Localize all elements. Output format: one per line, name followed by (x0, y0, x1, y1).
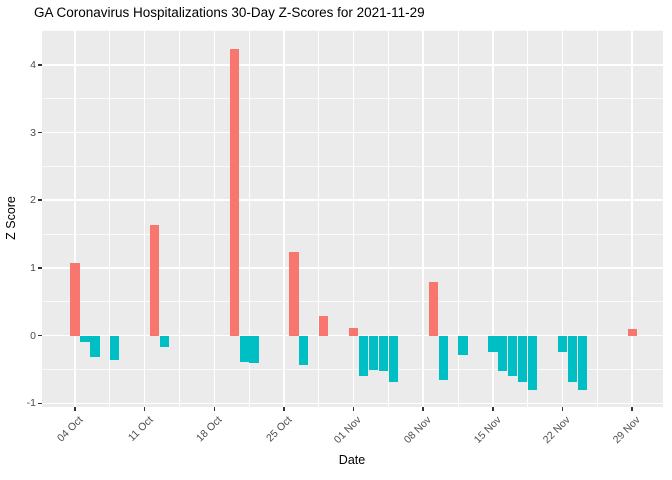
y-axis-title-text: Z Score (4, 196, 18, 240)
bar-2021-10-26 (289, 252, 299, 336)
bar-2021-10-27 (299, 335, 309, 366)
x-tick-label-text: 18 Oct (194, 413, 225, 444)
x-tick-label-text: 29 Nov (610, 413, 643, 446)
gridline-x-major (422, 30, 425, 407)
gridline-x-major (143, 30, 146, 407)
x-tick-label-text: 11 Oct (125, 413, 156, 444)
gridline-x-major (561, 30, 564, 407)
gridline-x-major (492, 30, 494, 407)
x-tick-mark (352, 406, 355, 411)
plot-panel (42, 30, 663, 407)
bar-2021-11-29 (627, 328, 637, 336)
bar-2021-10-20 (229, 49, 239, 336)
gridline-x-major (213, 30, 216, 407)
x-tick-mark (422, 406, 424, 411)
gridline-x-major (283, 30, 285, 407)
bar-2021-11-10 (438, 335, 448, 380)
gridline-y-minor (42, 98, 663, 100)
x-tick-label-text: 01 Nov (332, 413, 365, 446)
bar-2021-11-02 (358, 335, 369, 376)
bar-2021-11-04 (378, 335, 389, 371)
bar-2021-10-22 (249, 335, 259, 364)
x-tick-mark (631, 406, 633, 411)
gridline-x-major (631, 30, 633, 407)
bar-2021-10-04 (70, 263, 80, 336)
bar-2021-11-12 (458, 335, 468, 355)
x-tick-label-text: 22 Nov (540, 413, 574, 446)
y-tick-label: -1 (26, 397, 36, 410)
bar-2021-10-29 (319, 315, 329, 336)
y-tick-mark (37, 131, 42, 134)
gridline-y-minor (42, 30, 663, 32)
x-tick-label-text: 04 Oct (55, 413, 86, 444)
bar-2021-11-05 (388, 335, 398, 383)
x-tick-mark (213, 406, 216, 411)
x-tick-label-text: 15 Nov (471, 413, 504, 446)
y-tick-label: 2 (30, 194, 36, 207)
bar-2021-11-18 (518, 335, 528, 383)
bar-2021-11-19 (528, 335, 538, 390)
bar-2021-10-06 (90, 335, 100, 358)
y-tick-label: 4 (30, 58, 36, 71)
bar-2021-11-01 (348, 328, 359, 336)
x-tick-mark (143, 406, 146, 411)
gridline-y-major (42, 267, 663, 269)
bar-2021-10-13 (159, 335, 170, 348)
bar-2021-11-22 (557, 335, 568, 352)
bar-2021-10-08 (110, 335, 120, 360)
gridline-y-major (42, 334, 663, 337)
gridline-x-minor (596, 30, 598, 407)
gridline-x-minor (387, 30, 389, 407)
gridline-x-minor (109, 30, 111, 407)
x-tick-mark (492, 406, 494, 411)
x-axis-title: Date (338, 453, 366, 467)
y-tick-mark (37, 267, 42, 269)
gridline-y-major (42, 63, 663, 66)
gridline-y-minor (42, 233, 663, 235)
bar-2021-10-05 (80, 335, 90, 343)
gridline-y-major (42, 131, 663, 134)
bar-2021-11-23 (567, 335, 578, 382)
gridline-x-minor (248, 30, 250, 407)
bar-2021-11-16 (498, 335, 508, 371)
bar-2021-11-17 (508, 335, 518, 377)
gridline-y-minor (42, 301, 663, 303)
gridline-x-minor (178, 30, 180, 407)
bar-2021-11-15 (488, 335, 498, 352)
bar-2021-10-12 (149, 225, 160, 336)
bar-2021-11-03 (368, 335, 379, 371)
x-tick-label-text: 08 Nov (401, 413, 434, 446)
x-tick-label-text: 25 Oct (264, 413, 295, 444)
y-tick-label: 3 (30, 126, 36, 139)
gridline-y-major (42, 199, 663, 201)
chart-title: GA Coronavirus Hospitalizations 30-Day Z… (34, 5, 425, 20)
gridline-x-minor (457, 30, 459, 407)
gridline-y-minor (42, 368, 663, 370)
x-tick-mark (283, 406, 285, 411)
x-tick-mark (561, 406, 564, 411)
gridline-y-major (42, 402, 663, 405)
y-tick-mark (37, 199, 42, 201)
gridline-x-major (352, 30, 355, 407)
y-tick-label: 0 (30, 329, 36, 342)
gridline-y-minor (42, 165, 663, 167)
x-tick-mark (74, 406, 76, 411)
bar-2021-10-21 (239, 335, 249, 362)
gridline-x-minor (318, 30, 320, 407)
bar-2021-11-09 (428, 282, 438, 336)
y-tick-mark (37, 334, 42, 337)
gridline-x-minor (527, 30, 529, 407)
y-tick-mark (37, 64, 42, 66)
y-tick-label: 1 (30, 261, 36, 274)
bar-2021-11-24 (577, 335, 588, 391)
y-tick-mark (37, 402, 42, 405)
gridline-x-major (74, 30, 76, 407)
